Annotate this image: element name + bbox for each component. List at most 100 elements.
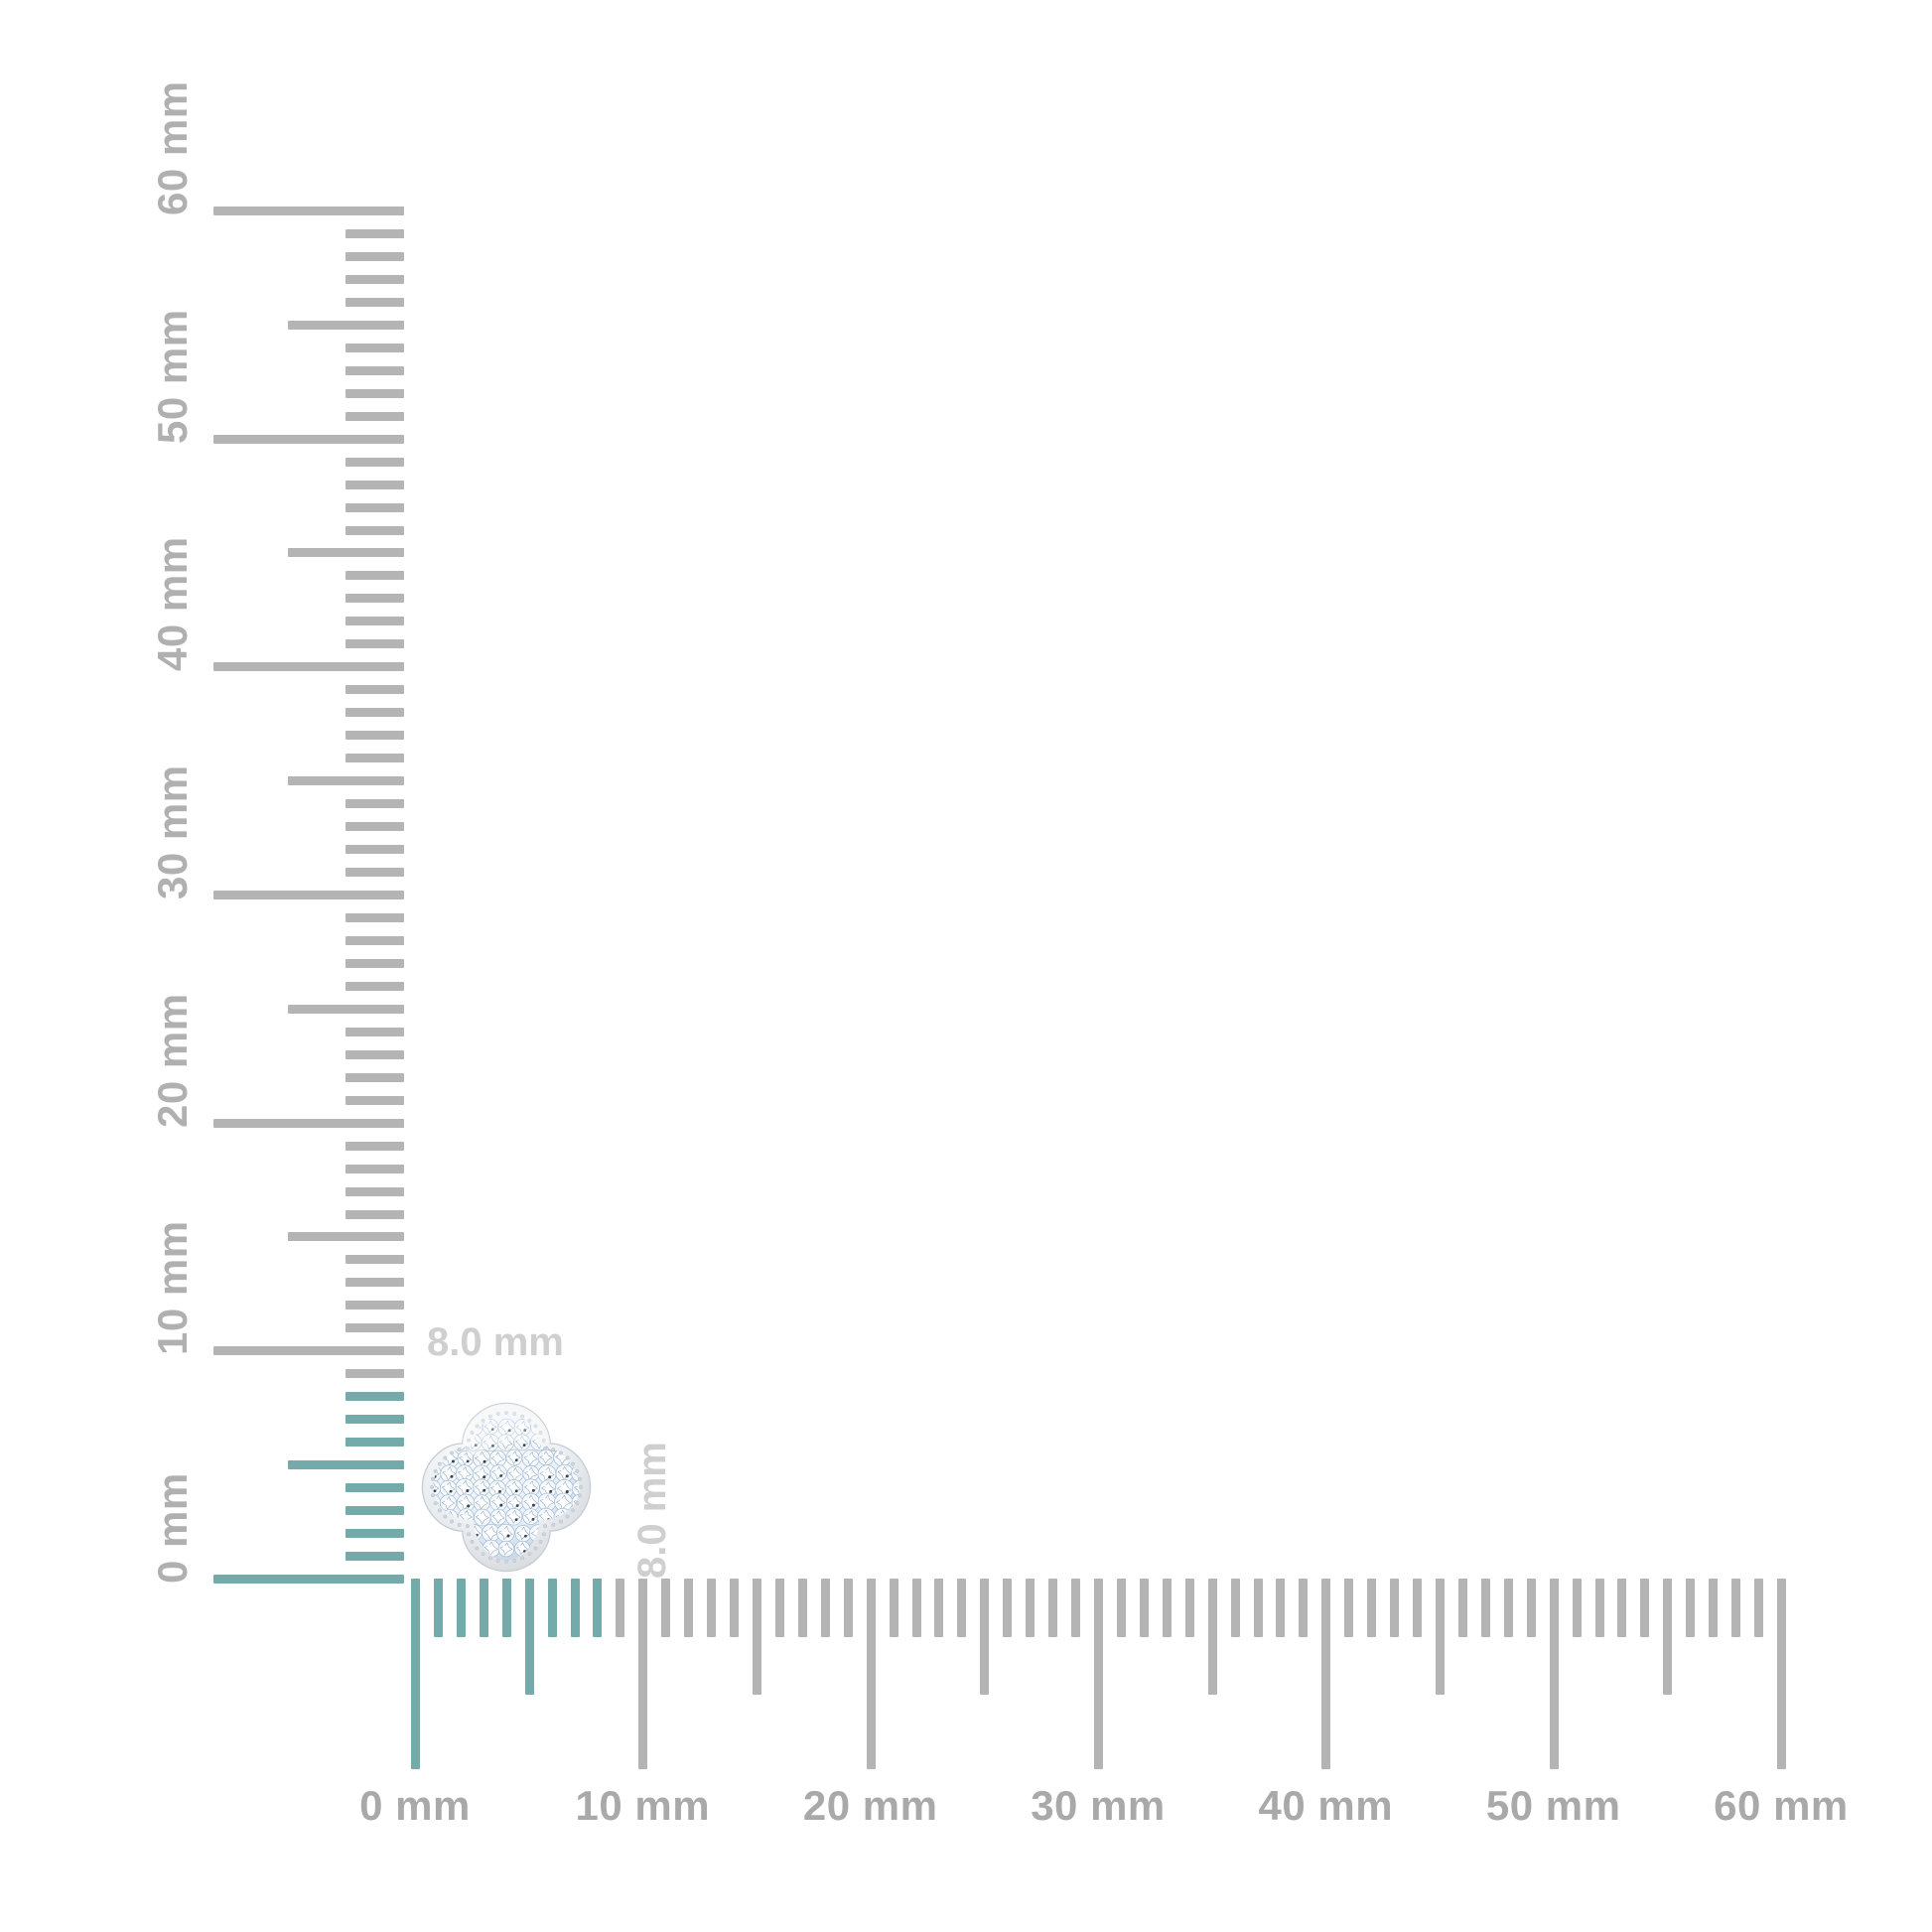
hruler-minor-tick xyxy=(1617,1579,1627,1637)
vruler-minor-tick xyxy=(345,1301,404,1311)
vruler-minor-tick xyxy=(345,1369,404,1379)
vruler-minor-tick xyxy=(345,411,404,421)
vruler-label-0mm: 0 mm xyxy=(149,1472,196,1584)
bezel-bead-prongs xyxy=(430,1411,583,1564)
bead-prong xyxy=(512,1412,517,1416)
bead-prong xyxy=(571,1508,576,1513)
bead-prong xyxy=(565,1455,570,1460)
bead-prong xyxy=(443,1455,448,1460)
vruler-minor-tick xyxy=(345,868,404,878)
vruler-minor-tick xyxy=(345,274,404,284)
hruler-minor-tick xyxy=(1390,1579,1400,1637)
hruler-minor-tick xyxy=(1003,1579,1013,1637)
hruler-major-tick xyxy=(1549,1579,1559,1769)
hruler-minor-tick xyxy=(1048,1579,1058,1637)
bead-prong xyxy=(543,1524,548,1529)
pave-diamond xyxy=(505,1449,523,1466)
bead-prong xyxy=(437,1508,442,1513)
hruler-minor-tick xyxy=(957,1579,967,1637)
vruler-minor-tick xyxy=(345,1278,404,1288)
hruler-mid-tick xyxy=(1435,1579,1445,1695)
bead-prong xyxy=(504,1411,508,1416)
hruler-label-10mm: 10 mm xyxy=(575,1782,711,1829)
hruler-minor-tick xyxy=(1184,1579,1194,1637)
hruler-major-tick xyxy=(638,1579,648,1769)
bead-prong xyxy=(578,1493,582,1498)
vruler-minor-tick xyxy=(345,1072,404,1082)
hruler-minor-tick xyxy=(1071,1579,1081,1637)
vruler-minor-tick xyxy=(345,1506,404,1516)
hruler-major-tick xyxy=(1093,1579,1103,1769)
vruler-minor-tick xyxy=(345,1552,404,1562)
pave-diamond xyxy=(455,1478,475,1497)
vruler-minor-tick xyxy=(345,981,404,991)
bead-prong xyxy=(475,1546,480,1551)
bead-prong xyxy=(575,1501,580,1506)
vruler-minor-tick xyxy=(345,799,404,809)
vruler-minor-tick xyxy=(345,1438,404,1448)
pave-diamond xyxy=(521,1492,541,1512)
bead-prong xyxy=(465,1446,470,1450)
hruler-minor-tick xyxy=(1640,1579,1650,1637)
bead-prong xyxy=(467,1438,472,1443)
vruler-minor-tick xyxy=(345,502,404,512)
pave-diamond xyxy=(481,1434,499,1452)
pave-diamond xyxy=(504,1508,523,1526)
vruler-minor-tick xyxy=(345,617,404,626)
hruler-minor-tick xyxy=(820,1579,830,1637)
hruler-major-tick xyxy=(866,1579,876,1769)
hruler-mid-tick xyxy=(1207,1579,1217,1695)
hruler-minor-tick xyxy=(1299,1579,1309,1637)
vruler-label-30mm: 30 mm xyxy=(149,764,196,899)
vruler-minor-tick xyxy=(345,958,404,968)
hruler-minor-tick xyxy=(1754,1579,1764,1637)
vruler-mid-tick xyxy=(288,320,404,330)
vruler-minor-tick xyxy=(345,251,404,261)
bead-prong xyxy=(558,1519,563,1524)
pave-diamond xyxy=(521,1449,540,1467)
vruler-minor-tick xyxy=(345,228,404,238)
pave-diamond xyxy=(488,1449,506,1467)
hruler-minor-tick xyxy=(730,1579,740,1637)
hruler-mid-tick xyxy=(980,1579,990,1695)
hruler-minor-tick xyxy=(889,1579,898,1637)
bead-prong xyxy=(467,1532,472,1537)
pave-diamond xyxy=(522,1464,540,1482)
hruler-minor-tick xyxy=(1457,1579,1467,1637)
bead-prong xyxy=(520,1556,525,1561)
vruler-major-tick xyxy=(213,206,404,215)
vruler-minor-tick xyxy=(345,388,404,398)
vruler-minor-tick xyxy=(345,912,404,922)
bead-prong xyxy=(443,1514,448,1519)
hruler-minor-tick xyxy=(479,1579,488,1637)
bead-prong xyxy=(450,1450,455,1455)
bead-prong xyxy=(457,1448,462,1452)
bead-prong xyxy=(571,1461,576,1466)
pave-diamond xyxy=(514,1525,532,1542)
bead-prong xyxy=(504,1559,508,1564)
quatrefoil-pave-diamond-pendant xyxy=(415,1396,598,1579)
pave-diamond xyxy=(473,1449,491,1468)
vruler-minor-tick xyxy=(345,525,404,535)
bead-prong xyxy=(450,1519,455,1524)
vruler-label-50mm: 50 mm xyxy=(149,309,196,444)
bead-prong xyxy=(565,1514,570,1519)
hruler-major-tick xyxy=(411,1579,420,1769)
hruler-minor-tick xyxy=(1526,1579,1536,1637)
vruler-minor-tick xyxy=(345,935,404,945)
vruler-minor-tick xyxy=(345,1209,404,1219)
bead-prong xyxy=(533,1424,538,1429)
sheen-highlight xyxy=(462,1403,551,1456)
pave-diamond xyxy=(482,1419,498,1436)
vruler-minor-tick xyxy=(345,1529,404,1539)
hruler-minor-tick xyxy=(1367,1579,1377,1637)
hruler-minor-tick xyxy=(661,1579,671,1637)
hruler-label-50mm: 50 mm xyxy=(1485,1782,1621,1829)
hruler-label-40mm: 40 mm xyxy=(1258,1782,1394,1829)
hruler-minor-tick xyxy=(1594,1579,1604,1637)
vruler-major-tick xyxy=(213,1575,404,1584)
bead-prong xyxy=(520,1414,525,1419)
vruler-minor-tick xyxy=(345,480,404,489)
pave-diamond xyxy=(506,1494,524,1512)
bead-prong xyxy=(543,1446,548,1450)
